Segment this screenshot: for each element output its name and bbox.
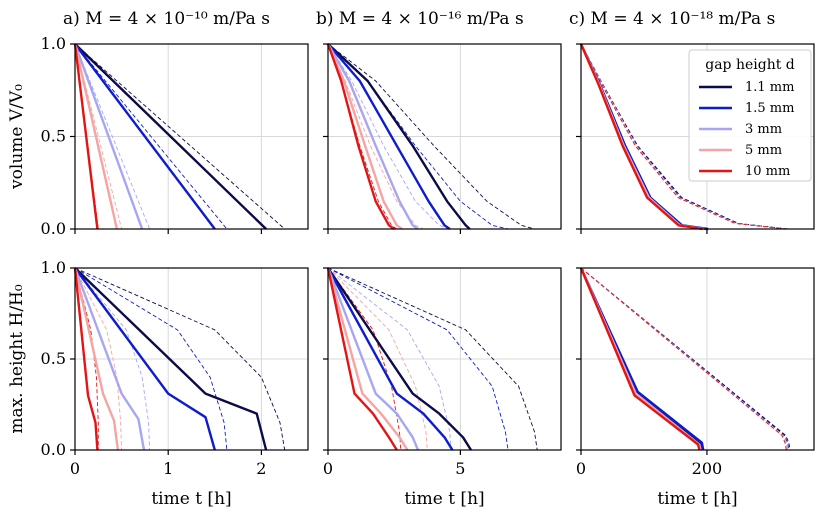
series-solid-5mm	[73, 43, 119, 230]
series-solid-3mm	[326, 267, 420, 451]
y-axis-label: volume V/V₀	[7, 84, 27, 190]
series-solid-1_1mm	[74, 267, 268, 451]
series-solid-5mm	[73, 267, 120, 451]
y-axis-label: max. height H/H₀	[7, 284, 27, 434]
series-solid-10mm	[579, 267, 701, 451]
legend-box	[688, 49, 812, 182]
series-dashed-3mm	[327, 267, 452, 451]
series-solid-5mm	[326, 267, 409, 451]
x-tick-label: 0	[323, 459, 333, 478]
panel-title-b: b) M = 4 × 10⁻¹⁶ m/Pa s	[316, 9, 524, 29]
x-axis-label: time t [h]	[404, 489, 484, 509]
panel-title-c: c) M = 4 × 10⁻¹⁸ m/Pa s	[569, 9, 775, 29]
series-dashed-10mm	[580, 267, 787, 451]
x-tick-label: 0	[70, 459, 80, 478]
y-tick-label: 0.5	[41, 127, 66, 146]
x-tick-label: 0	[576, 459, 586, 478]
series-solid-1_1mm	[327, 43, 471, 230]
y-tick-label: 1.0	[41, 258, 66, 277]
series-solid-1_1mm	[327, 267, 473, 451]
series-dashed-3mm	[74, 267, 151, 451]
frame-layer	[70, 43, 815, 455]
series-solid-10mm	[326, 267, 398, 451]
legend-entry-label: 3 mm	[745, 122, 782, 137]
legend-entry-label: 1.1 mm	[745, 80, 794, 95]
x-tick-label: 2	[256, 459, 266, 478]
series-solid-1_5mm	[74, 267, 216, 451]
x-tick-label: 1	[163, 459, 173, 478]
series-solid-3mm	[326, 43, 419, 230]
x-tick-label: 5	[455, 459, 465, 478]
x-axis-label: time t [h]	[657, 489, 737, 509]
y-tick-label: 1.0	[41, 34, 66, 53]
series-dashed-1_1mm	[327, 267, 538, 451]
series-solid-1_5mm	[326, 267, 454, 451]
series-solid-10mm	[326, 43, 395, 230]
series-solid-1_5mm	[74, 43, 216, 230]
series-dashed-1_5mm	[74, 267, 228, 451]
series-solid-1_5mm	[327, 43, 451, 230]
series-dashed-10mm	[74, 267, 99, 450]
series-solid-3mm	[73, 43, 144, 230]
legend-title: gap height d	[705, 57, 795, 73]
series-dashed-3mm	[327, 43, 450, 230]
series-solid-10mm	[579, 43, 703, 231]
series-dashed-1_1mm	[327, 43, 535, 230]
x-axis-label: time t [h]	[151, 489, 231, 509]
series-solid-10mm	[73, 267, 99, 451]
series-dashed-5mm	[327, 267, 428, 451]
series-solid-1_5mm	[579, 267, 705, 451]
series-solid-5mm	[326, 43, 403, 230]
series-solid-1_1mm	[74, 43, 267, 230]
series-dashed-5mm	[74, 267, 123, 451]
y-tick-label: 0.0	[41, 440, 66, 459]
series-layer	[73, 43, 791, 451]
series-solid-10mm	[73, 43, 99, 230]
series-dashed-1_1mm	[74, 43, 285, 230]
legend-entry-label: 10 mm	[745, 164, 790, 179]
legend-entry-label: 5 mm	[745, 143, 782, 158]
legend-entry-label: 1.5 mm	[745, 101, 794, 116]
series-dashed-1_5mm	[327, 43, 509, 230]
series-dashed-1_5mm	[74, 43, 228, 230]
text-layer: a) M = 4 × 10⁻¹⁰ m/Pa s 0.0 0.5 1.0 0.0 0.5 1.…	[7, 9, 775, 509]
series-dashed-5mm	[74, 43, 123, 230]
legend: gap height d 1.1 mm 1.5 mm 3 mm 5 mm 10 mm	[688, 49, 812, 182]
x-tick-label: 200	[692, 459, 723, 478]
series-solid-3mm	[73, 267, 146, 451]
y-tick-label: 0.0	[41, 219, 66, 238]
panel-title-a: a) M = 4 × 10⁻¹⁰ m/Pa s	[63, 9, 270, 29]
y-tick-label: 0.5	[41, 349, 66, 368]
